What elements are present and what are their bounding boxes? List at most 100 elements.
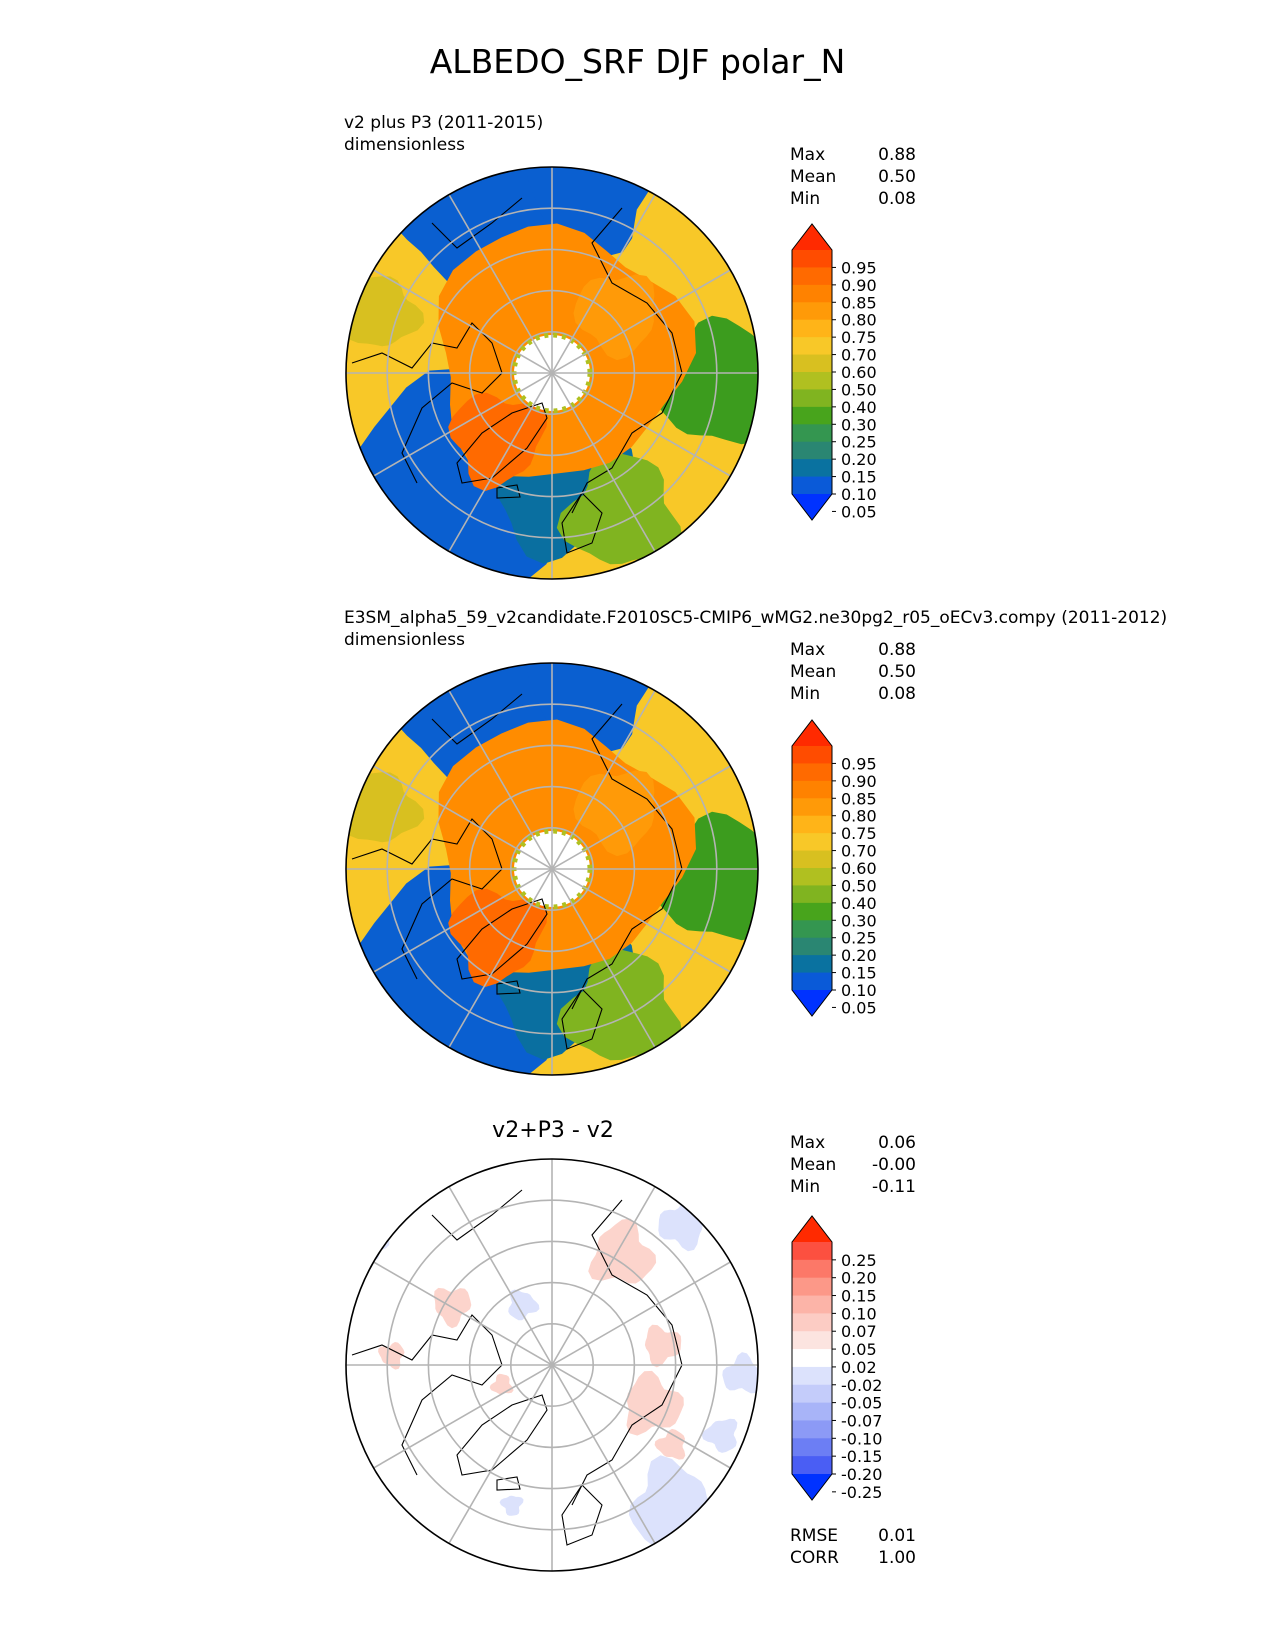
colorbar-segment <box>792 815 832 834</box>
panel-3-gridlines <box>346 1159 758 1571</box>
colorbar-tick-label: 0.70 <box>841 346 877 365</box>
panel-1-map-border <box>345 166 759 580</box>
colorbar-segment <box>792 267 832 286</box>
positive-anomaly <box>654 1428 686 1460</box>
colorbar-tick-label: 0.15 <box>841 1287 877 1306</box>
colorbar-tick-label: 0.10 <box>841 981 877 1000</box>
greenland-coast <box>456 898 548 980</box>
colorbar-tick-label: 0.20 <box>841 450 877 469</box>
positive-anomaly <box>378 1342 405 1370</box>
panel-2-units: dimensionless <box>344 630 465 650</box>
colorbar-segment <box>792 1313 832 1332</box>
colorbar-segment <box>792 885 832 904</box>
colorbar-tick-label: 0.95 <box>841 258 877 277</box>
colorbar-segment <box>792 937 832 956</box>
colorbar-segment <box>792 902 832 921</box>
colorbar-segment <box>792 1366 832 1386</box>
colorbar-tick-label: 0.75 <box>841 328 877 347</box>
panel-1-field <box>346 167 758 579</box>
colorbar-tick-label: 0.25 <box>841 433 877 452</box>
colorbar-tick-label: 0.05 <box>841 502 877 521</box>
colorbar-tick-label: 0.50 <box>841 380 877 399</box>
figure-title: ALBEDO_SRF DJF polar_N <box>429 42 846 81</box>
colorbar-segment <box>792 780 832 799</box>
scandinavia-coast <box>561 1484 603 1546</box>
colorbar-tick-label: 0.25 <box>841 1251 877 1270</box>
panel-1-map <box>346 167 758 579</box>
panel-2-gridlines <box>346 663 758 1075</box>
colorbar-segment <box>792 746 832 765</box>
colorbar-tick-label: -0.20 <box>841 1465 882 1484</box>
colorbar-segment <box>792 955 832 974</box>
colorbar-tick-label: 0.25 <box>841 929 877 948</box>
north-america-coast <box>351 1314 503 1476</box>
colorbar-tick-label: 0.50 <box>841 876 877 895</box>
colorbar-segment <box>792 798 832 817</box>
colorbar-tick-label: 0.75 <box>841 824 877 843</box>
colorbar-tick-label: -0.07 <box>841 1411 882 1430</box>
alaska-coast <box>431 197 523 249</box>
colorbar-segment <box>792 476 832 495</box>
colorbar-extend-low <box>792 990 832 1016</box>
greenland-ice <box>448 392 548 492</box>
canada-band <box>346 772 425 843</box>
positive-anomaly <box>588 1218 657 1284</box>
colorbar-tick-label: 0.30 <box>841 415 877 434</box>
colorbar-segment <box>792 441 832 460</box>
colorbar-segment <box>792 1438 832 1457</box>
colorbar-tick-label: 0.07 <box>841 1322 877 1341</box>
meridian-line <box>373 269 731 477</box>
scandinavia-coast <box>561 988 603 1050</box>
negative-anomaly <box>722 1352 758 1394</box>
colorbar-extend-low <box>792 1474 832 1500</box>
europe-forest <box>556 452 683 565</box>
colorbar-segment <box>792 1456 832 1475</box>
colorbar-tick-label: 0.15 <box>841 468 877 487</box>
colorbar-segment <box>792 1259 832 1279</box>
colorbar-segment <box>792 424 832 443</box>
panel-3-map-border <box>345 1158 759 1572</box>
colorbar-segment <box>792 1384 832 1404</box>
canada-band <box>346 276 425 347</box>
europe-forest <box>556 948 683 1061</box>
panel-1-title: v2 plus P3 (2011-2015) <box>344 113 544 133</box>
colorbar-tick-label: 0.30 <box>841 911 877 930</box>
colorbar-segment <box>792 250 832 269</box>
colorbar-tick-label: 0.10 <box>841 1304 877 1323</box>
panel-2-map-border <box>345 662 759 1076</box>
colorbar-tick-label: -0.10 <box>841 1429 882 1448</box>
siberia-forest <box>639 315 758 445</box>
colorbar-extend-high <box>792 224 832 250</box>
colorbar-segment <box>792 1331 832 1350</box>
panel-1-units: dimensionless <box>344 135 465 155</box>
scandinavia-coast <box>561 492 603 554</box>
colorbar-tick-label: 0.90 <box>841 772 877 791</box>
colorbar-tick-label: -0.15 <box>841 1447 882 1466</box>
positive-anomaly <box>489 1373 514 1395</box>
colorbar-tick-label: -0.25 <box>841 1483 882 1502</box>
colorbar-segment <box>792 302 832 321</box>
colorbar-extend-low <box>792 494 832 520</box>
colorbar-segment <box>792 868 832 887</box>
colorbar-tick-label: 0.80 <box>841 311 877 330</box>
panel-2-map <box>346 663 758 1075</box>
meridian-line <box>373 1261 731 1469</box>
colorbar-tick-label: 0.85 <box>841 789 877 808</box>
alaska-coast <box>431 1189 523 1241</box>
panel-3-map <box>346 1159 758 1571</box>
alaska-coast <box>431 693 523 745</box>
greenland-coast <box>456 1394 548 1476</box>
iceland-coast <box>496 484 521 499</box>
colorbar-tick-label: 0.05 <box>841 998 877 1017</box>
colorbar-segment <box>792 763 832 782</box>
colorbar-segment <box>792 1277 832 1297</box>
negative-anomaly <box>508 1289 540 1321</box>
colorbar-tick-label: 0.95 <box>841 754 877 773</box>
north-america-coast <box>351 818 503 980</box>
colorbar-segment <box>792 920 832 939</box>
colorbar-extend-high <box>792 1216 832 1242</box>
colorbar-segment <box>792 1402 832 1422</box>
colorbar-segment <box>792 1295 832 1314</box>
colorbar-segment <box>792 284 832 303</box>
panel-2-field <box>346 663 758 1075</box>
